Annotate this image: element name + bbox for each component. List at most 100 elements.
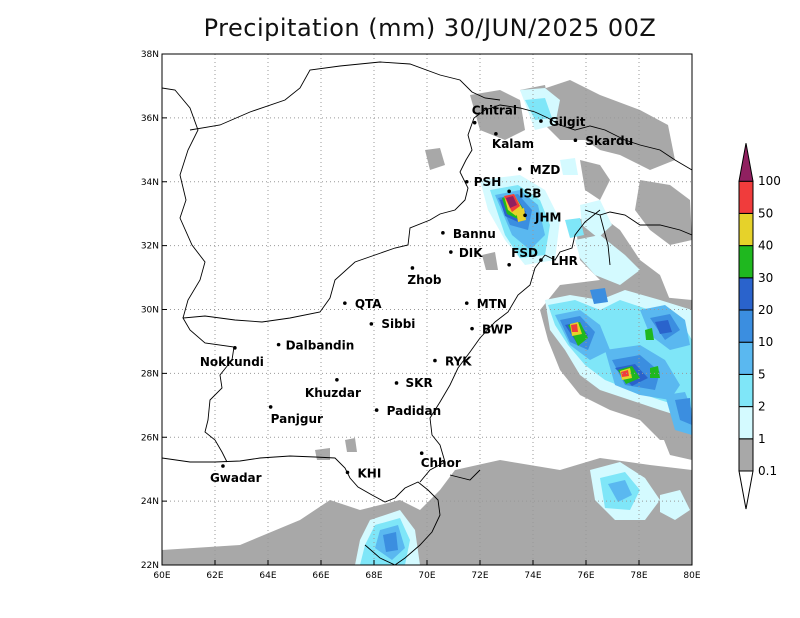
colorbar-label: 0.1 <box>758 464 777 478</box>
colorbar-label: 5 <box>758 367 766 381</box>
city-label: Chhor <box>421 456 461 470</box>
city-label: Gwadar <box>210 471 262 485</box>
city-label: KHI <box>358 466 382 480</box>
country-borders <box>162 61 692 565</box>
colorbar-label: 30 <box>758 271 773 285</box>
city-label: Bannu <box>453 227 496 241</box>
city-label: LHR <box>551 254 578 268</box>
colorbar-label: 20 <box>758 303 773 317</box>
colorbar-segment <box>738 309 754 343</box>
colorbar-label: 50 <box>758 206 773 220</box>
colorbar-segment <box>738 341 754 375</box>
city-marker <box>517 167 522 171</box>
city-label: Kalam <box>492 137 534 151</box>
colorbar-label: 40 <box>758 239 773 253</box>
y-tick-label: 34N <box>141 178 159 188</box>
y-tick-label: 32N <box>141 242 159 252</box>
city-marker <box>470 326 474 331</box>
city-label: QTA <box>355 297 382 311</box>
colorbar-segment <box>738 406 754 440</box>
city-marker <box>464 179 469 184</box>
map-title: Precipitation (mm) 30/JUN/2025 00Z <box>203 14 657 42</box>
colorbar-segment <box>738 180 754 214</box>
x-tick-label: 60E <box>153 571 170 581</box>
city-marker <box>494 132 498 136</box>
city-marker <box>335 377 339 382</box>
city-marker <box>221 464 225 468</box>
y-tick-label: 22N <box>141 561 159 571</box>
city-marker <box>394 381 399 385</box>
colorbar-label: 1 <box>758 432 766 446</box>
city-label: MZD <box>530 163 561 177</box>
city-marker <box>410 266 415 270</box>
colorbar-segment <box>738 212 754 247</box>
city-marker <box>539 258 543 262</box>
colorbar-label: 10 <box>758 335 773 349</box>
colorbar-label: 2 <box>758 400 766 414</box>
city-label: PSH <box>474 175 501 189</box>
colorbar-segment <box>738 277 754 311</box>
y-tick-label: 38N <box>141 50 159 60</box>
x-tick-label: 64E <box>259 571 276 581</box>
city-markers: Chitral Kalam Gilgit Skardu MZD PSH ISB JHM Bann… <box>200 104 633 485</box>
colorbar-under-triangle <box>738 470 754 510</box>
city-marker <box>472 120 477 125</box>
city-label: Chitral <box>472 104 517 118</box>
colorbar-segment <box>738 245 754 279</box>
city-label: Nokkundi <box>200 355 264 369</box>
city-marker <box>233 346 237 350</box>
colorbar-legend: 0.1 1 2 5 10 20 30 40 50 100 <box>738 143 781 510</box>
city-marker <box>464 301 469 305</box>
x-tick-label: 76E <box>577 571 594 581</box>
x-tick-label: 66E <box>312 571 329 581</box>
city-label: Dalbandin <box>286 339 355 353</box>
y-tick-label: 36N <box>141 114 159 124</box>
city-label: MTN <box>477 297 507 311</box>
x-tick-label: 72E <box>471 571 488 581</box>
city-label: Sibbi <box>381 317 415 331</box>
city-marker <box>343 301 347 305</box>
city-label: ISB <box>519 186 541 200</box>
city-marker <box>374 408 379 412</box>
city-label: DIK <box>459 246 483 260</box>
colorbar-over-triangle <box>738 143 754 182</box>
y-tick-label: 26N <box>141 433 159 443</box>
x-tick-label: 78E <box>630 571 647 581</box>
x-tick-label: 70E <box>418 571 435 581</box>
city-label: RYK <box>445 355 472 369</box>
colorbar-segment <box>738 373 754 408</box>
city-label: BWP <box>482 323 513 337</box>
city-marker <box>268 405 273 409</box>
city-marker <box>573 138 578 143</box>
city-marker <box>507 262 511 267</box>
colorbar-label: 100 <box>758 174 781 188</box>
city-marker <box>523 213 527 218</box>
city-label: FSD <box>511 246 538 260</box>
city-label: Khuzdar <box>305 386 361 400</box>
city-marker <box>433 358 437 363</box>
city-label: JHM <box>534 210 561 224</box>
city-marker <box>539 119 543 123</box>
city-label: Padidan <box>387 404 442 418</box>
city-marker <box>369 322 374 326</box>
y-tick-label: 24N <box>141 497 159 507</box>
city-label: SKR <box>406 376 433 390</box>
x-tick-label: 62E <box>206 571 223 581</box>
city-label: Gilgit <box>549 115 586 129</box>
city-label: Skardu <box>585 134 633 148</box>
city-marker <box>507 189 511 194</box>
city-marker <box>345 470 350 475</box>
grid-lines <box>162 54 692 565</box>
city-label: Zhob <box>407 273 441 287</box>
colorbar-segment <box>738 438 754 472</box>
city-label: Panjgur <box>271 412 323 426</box>
x-tick-label: 74E <box>524 571 541 581</box>
x-tick-label: 80E <box>683 571 700 581</box>
city-marker <box>419 451 424 456</box>
city-marker <box>441 231 445 235</box>
city-marker <box>449 250 453 254</box>
y-tick-label: 28N <box>141 369 159 379</box>
y-tick-label: 30N <box>141 306 159 316</box>
x-tick-label: 68E <box>365 571 382 581</box>
